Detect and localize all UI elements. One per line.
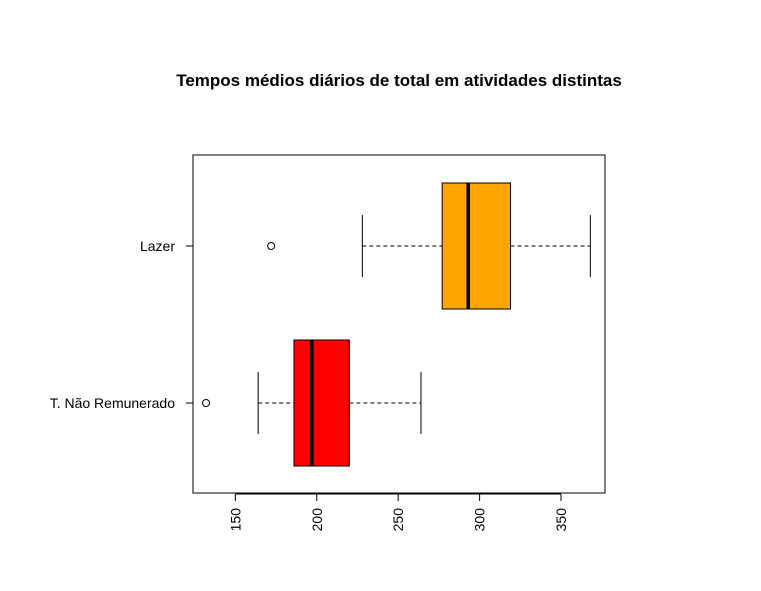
x-tick-label-250: 250	[390, 508, 406, 532]
box-nao-remunerado	[293, 339, 350, 467]
x-tick-label-350: 350	[553, 508, 569, 532]
y-tick-label-nao-remunerado: T. Não Remunerado	[50, 395, 176, 411]
x-tick-label-300: 300	[472, 508, 488, 532]
y-tick-label-lazer: Lazer	[140, 238, 175, 254]
box-lazer	[441, 182, 512, 310]
outlier-lazer-0	[267, 242, 276, 250]
outlier-nao-remunerado-0	[202, 399, 211, 407]
x-tick-label-150: 150	[227, 508, 243, 532]
chart-title: Tempos médios diários de total em ativid…	[176, 71, 622, 90]
plot-frame	[192, 154, 606, 494]
x-tick-label-200: 200	[309, 508, 325, 532]
